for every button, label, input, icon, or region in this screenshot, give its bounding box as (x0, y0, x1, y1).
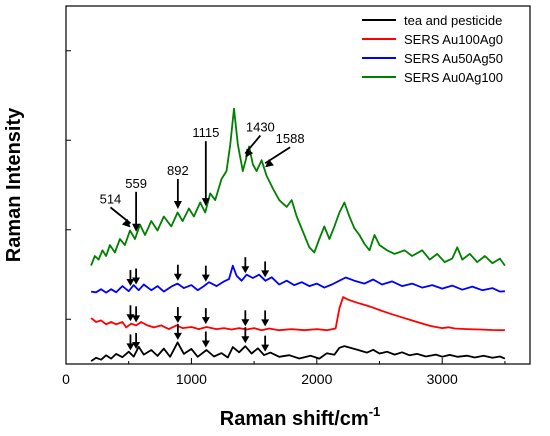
peak-label: 559 (125, 176, 147, 191)
marker-arrow-head (173, 316, 182, 324)
y-axis-title-group: Raman Intensity (3, 107, 25, 262)
legend: tea and pesticide SERS Au100Ag0 SERS Au50A… (362, 13, 503, 85)
x-tick-label: 1000 (176, 371, 207, 387)
peak-label: 514 (100, 191, 122, 206)
marker-arrow-head (201, 340, 210, 348)
peak-arrow-head (201, 198, 210, 207)
peak-arrow-head (121, 218, 131, 228)
marker-arrow-head (241, 336, 250, 344)
marker-arrow-head (132, 277, 141, 285)
x-axis-ticks: 0 1000 2000 3000 (62, 50, 506, 387)
legend-label: tea and pesticide (404, 13, 502, 28)
marker-arrow-head (241, 319, 250, 327)
marker-arrow-head (261, 344, 270, 352)
marker-arrow-head (261, 270, 270, 278)
series-line-0 (90, 341, 506, 362)
x-axis-title-text: Raman shift/cm (220, 408, 369, 430)
series-line-2 (90, 264, 505, 294)
marker-arrow-head (132, 315, 141, 323)
x-axis-title: Raman shift/cm-1 (220, 404, 381, 430)
series-layer (90, 107, 506, 362)
plot-frame (65, 5, 531, 365)
marker-arrow-head (173, 332, 182, 340)
x-tick-label: 2000 (301, 371, 332, 387)
legend-label: SERS Au50Ag50 (404, 51, 503, 66)
marker-arrow-head (126, 279, 135, 287)
y-axis-title: Raman Intensity (3, 107, 25, 262)
peak-arrow-head (132, 223, 141, 232)
x-tick-label: 0 (62, 371, 70, 387)
x-axis-title-superscript: -1 (369, 404, 381, 419)
marker-arrow-head (261, 319, 270, 327)
marker-arrow-head (201, 317, 210, 325)
peak-label: 1430 (246, 120, 275, 135)
legend-label: SERS Au0Ag100 (404, 70, 503, 85)
x-tick-label: 3000 (427, 371, 458, 387)
marker-arrow-head (241, 266, 250, 274)
series-line-1 (90, 296, 505, 332)
peak-arrow-head (265, 159, 274, 168)
marker-arrow-head (126, 343, 135, 351)
legend-label: SERS Au100Ag0 (404, 32, 503, 47)
peak-arrow-head (245, 148, 254, 158)
marker-arrow-head (173, 273, 182, 281)
marker-arrow-head (132, 341, 141, 349)
marker-arrow-head (201, 274, 210, 282)
peak-label: 892 (167, 163, 189, 178)
peak-arrow-head (173, 200, 182, 209)
peak-label: 1115 (192, 125, 219, 140)
peak-label: 1588 (276, 131, 305, 146)
marker-arrow-head (126, 314, 135, 322)
series-line-3 (90, 107, 506, 267)
